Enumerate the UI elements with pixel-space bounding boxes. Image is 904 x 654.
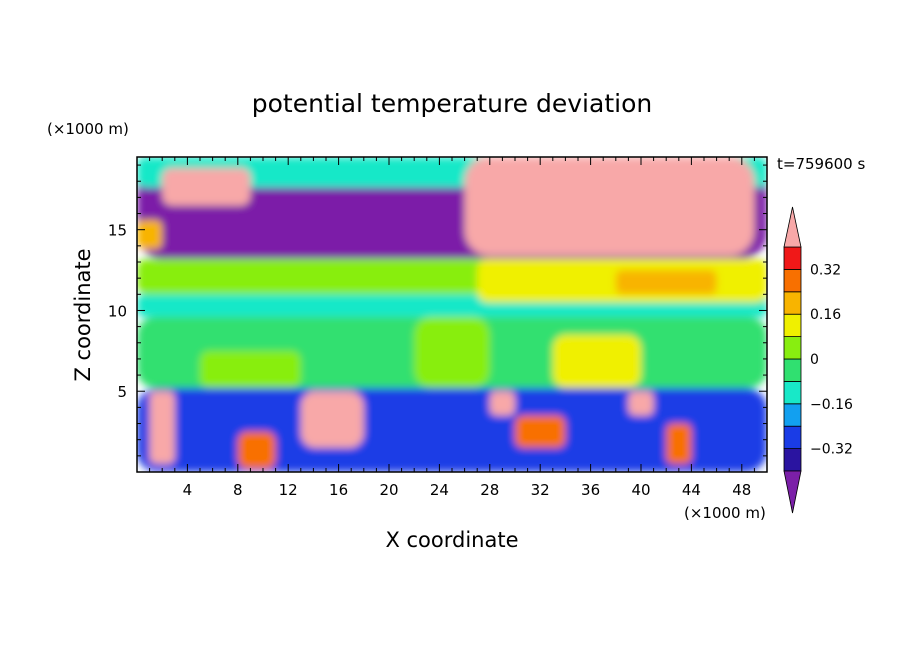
x-tick-label: 4 (183, 481, 193, 499)
x-tick-label: 36 (581, 481, 600, 499)
colorbar-extend-min (783, 470, 802, 514)
x-tick-label: 48 (732, 481, 751, 499)
colorbar-extend-max (783, 206, 802, 248)
contour-region-8 (464, 157, 755, 256)
colorbar-band (783, 448, 802, 472)
contour-regions (137, 157, 767, 472)
contour-region-15 (237, 431, 276, 469)
chart-title: potential temperature deviation (252, 89, 652, 118)
y-unit-label: (×1000 m) (47, 120, 129, 138)
y-axis-label: Z coordinate (71, 248, 95, 381)
x-tick-label: 20 (379, 481, 398, 499)
contour-region-19 (552, 334, 641, 388)
plot-area (137, 157, 767, 472)
time-label: t=759600 s (777, 155, 865, 173)
colorbar-band (783, 358, 802, 382)
x-tick-label: 16 (329, 481, 348, 499)
contour-region-14 (628, 391, 654, 416)
colorbar-band (783, 403, 802, 427)
contour-region-11 (149, 391, 175, 464)
contour-region-7 (615, 270, 717, 295)
contour-region-17 (666, 423, 692, 464)
y-axis: 5 10 15 (108, 164, 767, 457)
contour-region-13 (489, 391, 515, 416)
y-tick-label: 5 (117, 383, 127, 401)
x-tick-label: 44 (682, 481, 701, 499)
colorbar-band (783, 291, 802, 315)
x-tick-label: 40 (631, 481, 650, 499)
x-tick-label: 28 (480, 481, 499, 499)
contour-region-20 (414, 316, 490, 388)
contour-region-5 (137, 388, 767, 472)
colorbar-band (783, 313, 802, 338)
x-unit-label: (×1000 m) (684, 504, 766, 522)
colorbar-tick-label: −0.16 (810, 397, 853, 413)
colorbar-band (783, 336, 802, 360)
colorbar-band (783, 380, 802, 405)
colorbar-band (783, 425, 802, 450)
x-tick-label: 8 (233, 481, 243, 499)
x-tick-label: 12 (279, 481, 298, 499)
y-tick-label: 15 (108, 222, 127, 240)
contour-region-12 (300, 391, 364, 448)
colorbar-tick-label: 0 (810, 352, 819, 368)
x-tick-label: 24 (430, 481, 449, 499)
contour-region-10 (137, 220, 163, 250)
x-axis: 4 8 12 16 20 24 28 32 36 40 44 48 (149, 157, 755, 499)
contour-region-16 (515, 415, 566, 448)
x-axis-label: X coordinate (385, 528, 518, 552)
colorbar-tick-label: 0.32 (810, 262, 841, 278)
colorbar: 0.32 0.16 0 −0.16 −0.32 (783, 206, 853, 514)
colorbar-tick-label: −0.32 (810, 442, 853, 458)
contour-region-9 (162, 168, 251, 206)
contour-region-18 (200, 350, 301, 388)
y-tick-label: 10 (108, 302, 127, 320)
colorbar-band (783, 246, 802, 270)
colorbar-tick-label: 0.16 (810, 307, 841, 323)
x-tick-label: 32 (531, 481, 550, 499)
colorbar-band (783, 268, 802, 293)
